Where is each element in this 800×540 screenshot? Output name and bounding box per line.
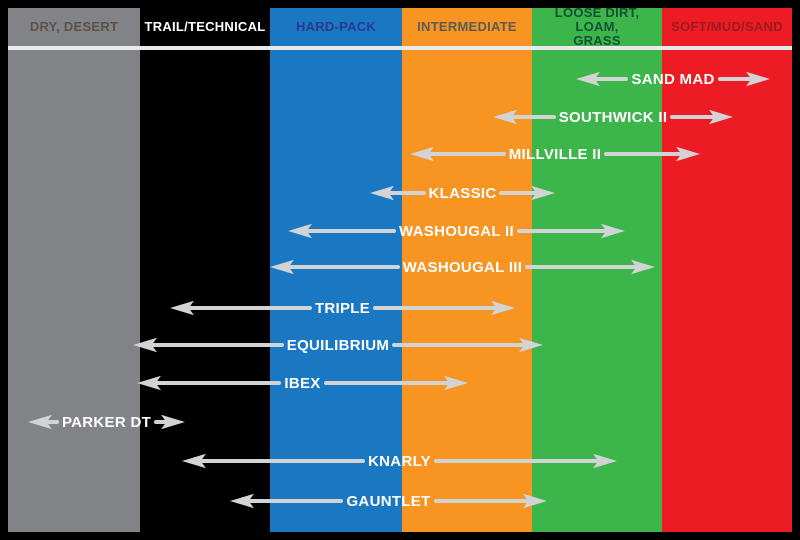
tire-row-sand-mad: SAND MAD (576, 70, 771, 88)
tire-label: EQUILIBRIUM (286, 336, 390, 354)
arrow-shaft (428, 152, 506, 156)
tire-row-gauntlet: GAUNTLET (230, 492, 547, 510)
tire-label: SOUTHWICK II (558, 108, 668, 126)
tire-row-washougal-iii: WASHOUGAL III (270, 258, 655, 276)
arrow-shaft (594, 77, 629, 81)
arrow-shaft (499, 191, 537, 195)
tire-row-knarly: KNARLY (182, 452, 618, 470)
arrow-shaft (388, 191, 426, 195)
arrow-shaft (433, 499, 529, 503)
arrow-shaft (323, 381, 450, 385)
tire-row-washougal-ii: WASHOUGAL II (288, 222, 625, 240)
arrow-shaft (392, 343, 525, 347)
terrain-column-header: LOOSE DIRT, LOAM, GRASS (554, 4, 640, 49)
tire-label: KNARLY (368, 452, 431, 470)
terrain-column-dry-desert: DRY, DESERT (8, 8, 140, 532)
terrain-column-soft-mud-sand: SOFT/MUD/SAND (662, 8, 792, 532)
tire-label: WASHOUGAL III (402, 258, 523, 276)
arrow-shaft (373, 306, 498, 310)
arrow-shaft (604, 152, 683, 156)
arrow-shaft (188, 306, 312, 310)
terrain-column-intermediate: INTERMEDIATE (402, 8, 532, 532)
arrow-shaft (525, 265, 637, 269)
arrow-shaft (517, 229, 607, 233)
terrain-column-hard-pack: HARD-PACK (270, 8, 402, 532)
arrow-shaft (670, 115, 715, 119)
arrow-shaft (511, 115, 556, 119)
tire-row-parker-dt: PARKER DT (28, 413, 185, 431)
arrow-shaft (306, 229, 396, 233)
tire-label: SAND MAD (631, 70, 715, 88)
tire-row-ibex: IBEX (137, 374, 468, 392)
tire-row-equilibrium: EQUILIBRIUM (133, 336, 543, 354)
terrain-column-trail-technical: TRAIL/TECHNICAL (140, 8, 270, 532)
tire-row-klassic: KLASSIC (370, 184, 555, 202)
tire-label: TRIPLE (314, 299, 371, 317)
terrain-column-header: HARD-PACK (295, 18, 377, 34)
tire-label: KLASSIC (428, 184, 497, 202)
tire-row-southwick-ii: SOUTHWICK II (493, 108, 733, 126)
terrain-column-header: TRAIL/TECHNICAL (144, 18, 266, 34)
tire-row-triple: TRIPLE (170, 299, 516, 317)
arrow-shaft (151, 343, 284, 347)
chart-frame: DRY, DESERT TRAIL/TECHNICAL HARD-PACK INTER… (8, 4, 792, 532)
arrow-shaft (155, 381, 282, 385)
tire-label: IBEX (284, 374, 321, 392)
terrain-column-header: SOFT/MUD/SAND (671, 18, 783, 34)
terrain-column-header: DRY, DESERT (29, 18, 119, 34)
tire-label: PARKER DT (61, 413, 152, 431)
arrow-shaft (46, 420, 59, 424)
tire-label: MILLVILLE II (508, 145, 602, 163)
arrow-shaft (433, 459, 600, 463)
tire-label: WASHOUGAL II (399, 222, 514, 240)
tire-row-millville-ii: MILLVILLE II (410, 145, 701, 163)
arrow-shaft (288, 265, 400, 269)
tire-label: GAUNTLET (346, 492, 431, 510)
arrow-shaft (248, 499, 344, 503)
terrain-column-header: INTERMEDIATE (417, 18, 517, 34)
arrow-shaft (717, 77, 753, 81)
header-separator-line (8, 46, 792, 50)
arrow-shaft (154, 420, 167, 424)
arrow-shaft (200, 459, 366, 463)
